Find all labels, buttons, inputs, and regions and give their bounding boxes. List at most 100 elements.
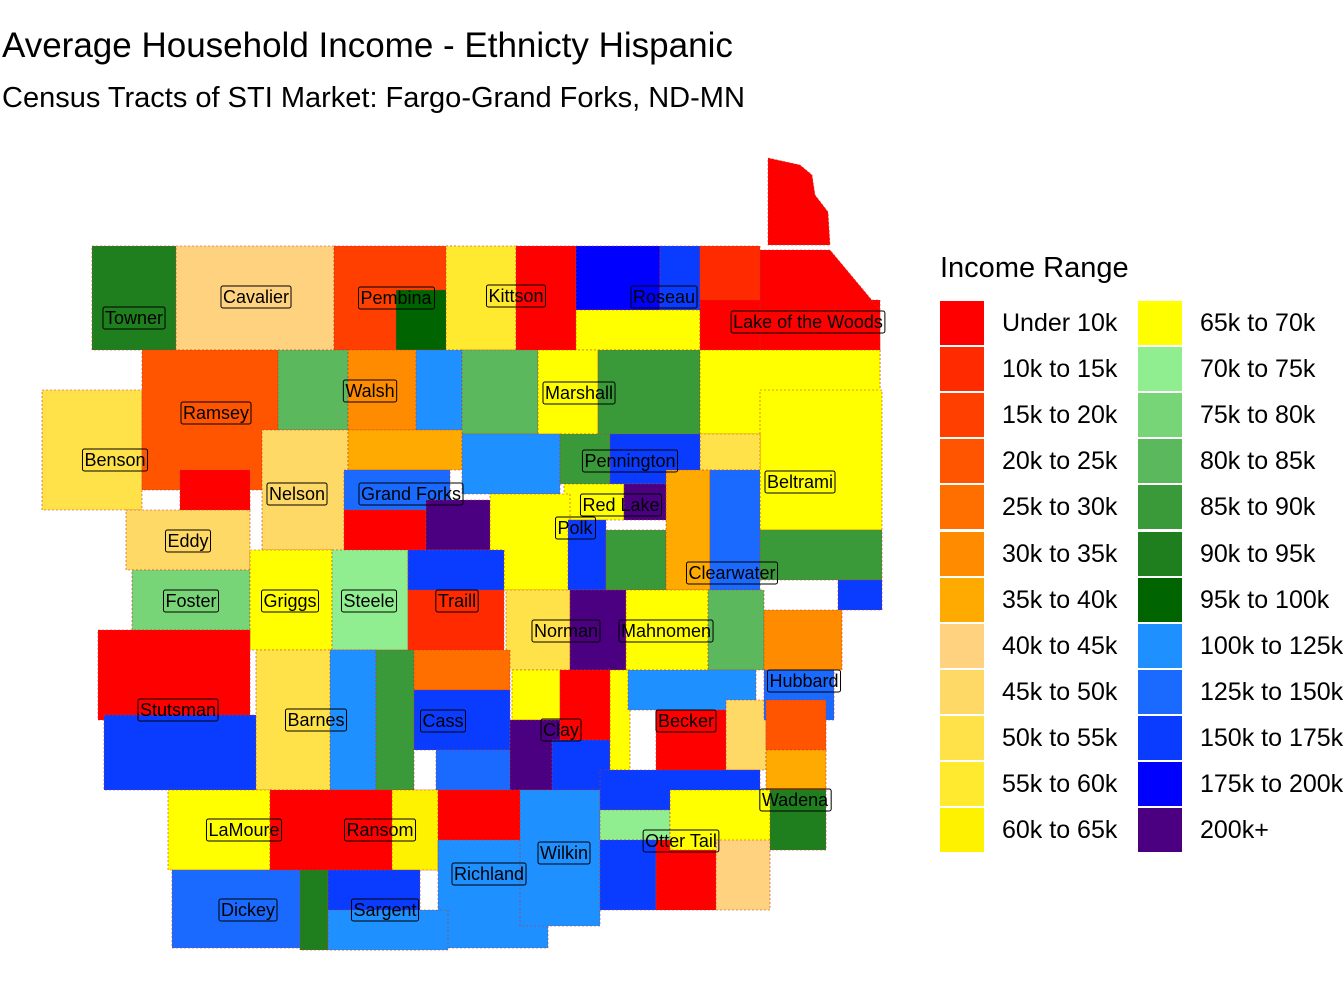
wadena-tract — [765, 789, 827, 851]
steele-tract — [331, 549, 409, 651]
county-label-box — [220, 285, 292, 309]
county-label-text: Barnes — [287, 710, 344, 730]
legend-item: 50k to 55k — [940, 715, 1150, 760]
county-label-text: Norman — [534, 621, 598, 641]
legend-item: 85k to 90k — [1138, 485, 1344, 530]
county-label-box — [542, 381, 616, 405]
county-label-text: Sargent — [353, 900, 416, 920]
map-title: Average Household Income - Ethnicty Hisp… — [2, 26, 733, 65]
county-label-box — [485, 284, 547, 308]
county-label-text: Grand Forks — [361, 484, 461, 504]
legend-swatch — [1138, 808, 1182, 853]
lamoure-tract — [167, 789, 271, 871]
polk-tract — [461, 433, 561, 495]
legend-item: 35k to 40k — [940, 577, 1150, 622]
county-label-text: Ransom — [346, 820, 413, 840]
barnes-tract — [375, 649, 415, 791]
legend-item: 60k to 65k — [940, 808, 1150, 853]
county-label-box — [419, 709, 467, 733]
county-label-text: Walsh — [345, 381, 394, 401]
clearwater-tract — [759, 529, 883, 581]
county-label-box — [218, 898, 278, 922]
marshall-tract — [461, 349, 539, 435]
census-tracts — [41, 157, 883, 951]
legend-swatch — [1138, 577, 1182, 622]
benson-tract — [41, 389, 143, 511]
county-label-cavalier: Cavalier — [220, 285, 292, 309]
county-label-text: Mahnomen — [621, 621, 711, 641]
county-label-text: Beltrami — [767, 472, 833, 492]
county-label-lake-of-the-woods: Lake of the Woods — [730, 310, 886, 334]
mahnomen-tract — [625, 589, 709, 671]
stutsman-tract — [97, 629, 251, 721]
county-label-cass: Cass — [419, 709, 467, 733]
county-label-text: Richland — [454, 864, 524, 884]
county-label-box — [81, 448, 149, 472]
county-label-text: Dickey — [221, 900, 275, 920]
county-label-text: Foster — [165, 591, 216, 611]
legend-label: 65k to 70k — [1200, 309, 1316, 337]
county-label-box — [730, 310, 886, 334]
hubbard-tract — [763, 609, 843, 671]
kittson-tract — [445, 245, 517, 351]
legend-swatch — [940, 439, 984, 484]
legend-label: 85k to 90k — [1200, 493, 1316, 522]
county-label-polk: Polk — [554, 516, 597, 540]
county-label-text: Hubbard — [769, 671, 838, 691]
legend-item: 125k to 150k — [1138, 669, 1344, 714]
legend-item: 40k to 45k — [940, 623, 1150, 668]
county-label-text: Steele — [343, 591, 394, 611]
county-label-box — [342, 379, 398, 403]
legend-label: 70k to 75k — [1200, 355, 1316, 384]
legend-swatch — [1138, 439, 1182, 484]
polk-tract — [567, 519, 607, 591]
county-label-wilkin: Wilkin — [537, 841, 591, 865]
legend-label: 90k to 95k — [1200, 539, 1316, 568]
becker-tract — [609, 669, 631, 771]
county-label-pennington: Pennington — [581, 449, 679, 473]
clearwater-tract — [837, 579, 883, 611]
polk-tract — [605, 529, 667, 591]
becker-tract — [725, 699, 767, 771]
county-label-box — [350, 898, 420, 922]
county-label-text: Stutsman — [140, 700, 216, 720]
clay-tract — [509, 719, 561, 791]
legend-swatch — [940, 301, 984, 345]
legend-swatch — [940, 669, 984, 714]
legend-item: Under 10k — [940, 301, 1150, 345]
county-label-box — [284, 708, 348, 732]
county-label-box — [180, 401, 252, 425]
ramsey-tract — [141, 349, 279, 491]
county-label-text: Otter Tail — [645, 831, 717, 851]
legend-swatch — [1138, 485, 1182, 530]
county-label-text: Traill — [438, 591, 476, 611]
legend-item: 200k+ — [1138, 808, 1344, 853]
legend-title: Income Range — [940, 252, 1129, 284]
legend-swatch — [1138, 393, 1182, 438]
wadena-tract — [765, 749, 827, 791]
county-label-pembina: Pembina — [357, 286, 436, 310]
legend-label: 75k to 80k — [1200, 401, 1316, 430]
county-label-walsh: Walsh — [342, 379, 398, 403]
legend-item: 175k to 200k — [1138, 762, 1344, 806]
walsh-tract — [277, 349, 349, 431]
clearwater-tract — [709, 469, 761, 591]
marshall-tract — [597, 349, 701, 441]
county-label-eddy: Eddy — [164, 529, 212, 553]
county-label-box — [162, 589, 220, 613]
towner-tract — [91, 245, 177, 351]
county-label-text: Roseau — [633, 287, 695, 307]
county-label-text: Cass — [422, 711, 463, 731]
legend-item: 25k to 30k — [940, 485, 1150, 530]
dickey-tract — [171, 869, 309, 949]
legend-label: 60k to 65k — [1002, 816, 1118, 845]
walsh-tract — [347, 349, 419, 431]
clay-tract — [511, 669, 561, 721]
eddy-tract — [125, 509, 251, 571]
county-label-lamoure: LaMoure — [205, 818, 283, 842]
county-label-text: Pembina — [360, 288, 432, 308]
county-label-box — [630, 285, 698, 309]
county-label-box — [137, 698, 219, 722]
county-label-wadena: Wadena — [759, 788, 832, 812]
cass-tract — [435, 749, 513, 791]
